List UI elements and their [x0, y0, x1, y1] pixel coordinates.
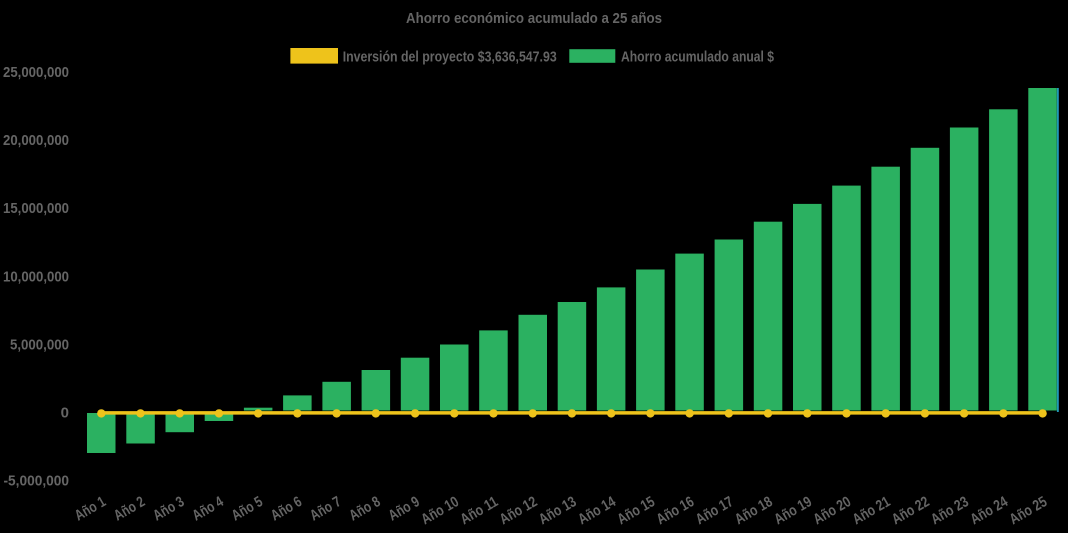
svg-text:-5,000,000: -5,000,000	[4, 473, 70, 490]
svg-text:25,000,000: 25,000,000	[3, 64, 69, 81]
svg-text:10,000,000: 10,000,000	[3, 268, 69, 285]
svg-text:0: 0	[61, 405, 69, 422]
svg-text:Ahorro económico acumulado a 2: Ahorro económico acumulado a 25 años	[406, 10, 662, 27]
svg-text:5,000,000: 5,000,000	[10, 336, 69, 353]
svg-text:Ahorro acumulado anual $: Ahorro acumulado anual $	[621, 48, 775, 65]
svg-text:Inversión del proyecto $3,636,: Inversión del proyecto $3,636,547.93	[343, 48, 557, 65]
svg-text:20,000,000: 20,000,000	[3, 132, 69, 149]
svg-text:15,000,000: 15,000,000	[3, 200, 69, 217]
